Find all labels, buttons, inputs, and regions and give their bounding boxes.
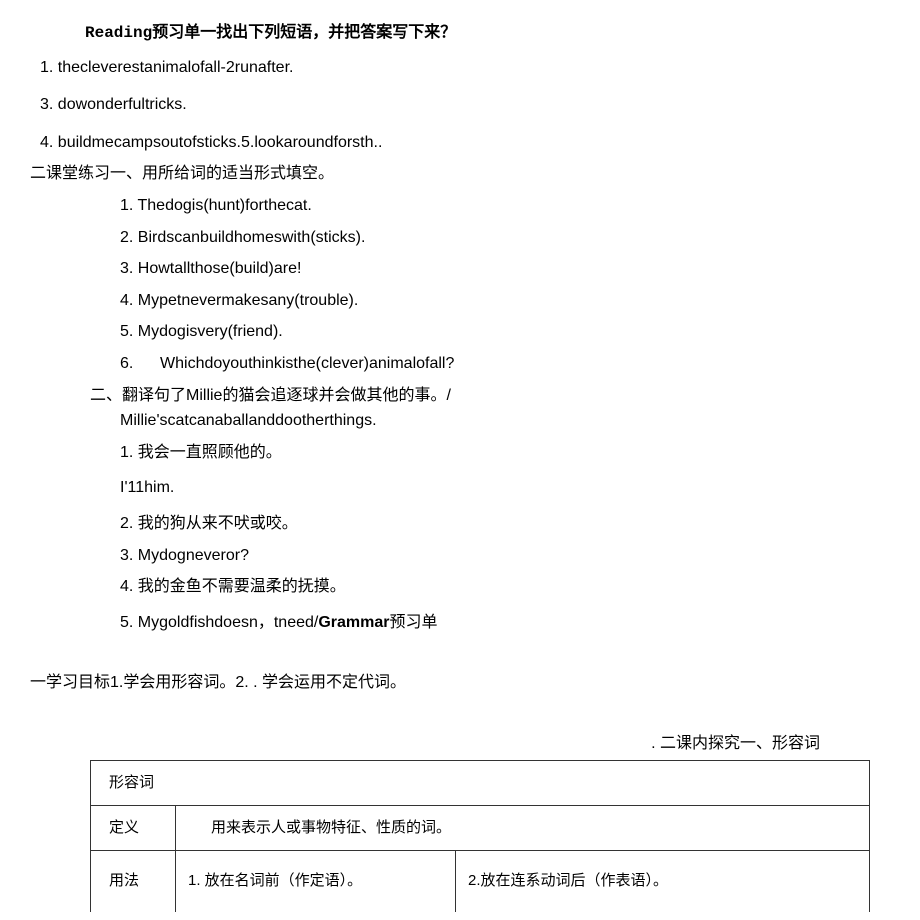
- preview-title-text: 预习单一找出下列短语，并把答案写下来？: [152, 24, 456, 41]
- translation-item-2: 2. 我的狗从来不吠或咬。: [120, 511, 890, 537]
- reading-preview-title: Reading预习单一找出下列短语，并把答案写下来？: [85, 20, 890, 47]
- reading-item-4: 4. buildmecampsoutofsticks.5.lookaroundf…: [40, 130, 890, 156]
- reading-label: Reading: [85, 24, 152, 42]
- practice-item-5: 5. Mydogisvery(friend).: [120, 319, 890, 345]
- table-r2c2: 用来表示人或事物特征、性质的词。: [176, 806, 870, 851]
- translation-item-4: 4. 我的金鱼不需要温柔的抚摸。: [120, 574, 890, 600]
- translation-item-5: 5. Mygoldfishdoesn，tneed/Grammar预习单: [120, 610, 890, 636]
- practice-item-2: 2. Birdscanbuildhomeswith(sticks).: [120, 225, 890, 251]
- adjective-table: 形容词 定义 用来表示人或事物特征、性质的词。 用法 1. 放在名词前（作定语）…: [90, 760, 870, 912]
- translation-title-1: 二、翻译句了Millie的猫会追逐球并会做其他的事。/: [90, 383, 890, 409]
- study-goal: 一学习目标1.学会用形容词。2. . 学会运用不定代词。: [30, 670, 890, 696]
- table-r2c1: 定义: [91, 806, 176, 851]
- reading-item-1: 1. thecleverestanimalofall-2runafter.: [40, 55, 890, 81]
- practice-item-6: 6. Whichdoyouthinkisthe(clever)animalofa…: [120, 351, 890, 377]
- translation-item-1: 1. 我会一直照顾他的。: [120, 440, 890, 466]
- translation-item-5c: 预习单: [390, 614, 438, 631]
- table-header-line: . 二课内探究一、形容词: [30, 731, 890, 757]
- translation-item-3: 3. Mydogneveror?: [120, 543, 890, 569]
- practice-item-1: 1. Thedogis(hunt)forthecat.: [120, 193, 890, 219]
- practice-item-3: 3. Howtallthose(build)are!: [120, 256, 890, 282]
- practice-item-4: 4. Mypetnevermakesany(trouble).: [120, 288, 890, 314]
- table-r3c1: 用法: [91, 851, 176, 912]
- reading-item-3: 3. dowonderfultricks.: [40, 92, 890, 118]
- translation-item-5a: 5. Mygoldfishdoesn，tneed/: [120, 614, 318, 631]
- table-r1c1: 形容词: [91, 761, 870, 806]
- translation-item-1b: I'11him.: [120, 475, 890, 501]
- class-practice-title: 二课堂练习一、用所给词的适当形式填空。: [30, 161, 890, 187]
- table-r3c2: 1. 放在名词前（作定语）。: [176, 851, 456, 912]
- grammar-bold: Grammar: [318, 614, 389, 631]
- translation-title-2: Millie'scatcanaballanddootherthings.: [120, 408, 890, 434]
- table-r3c3: 2.放在连系动词后（作表语）。: [456, 851, 870, 912]
